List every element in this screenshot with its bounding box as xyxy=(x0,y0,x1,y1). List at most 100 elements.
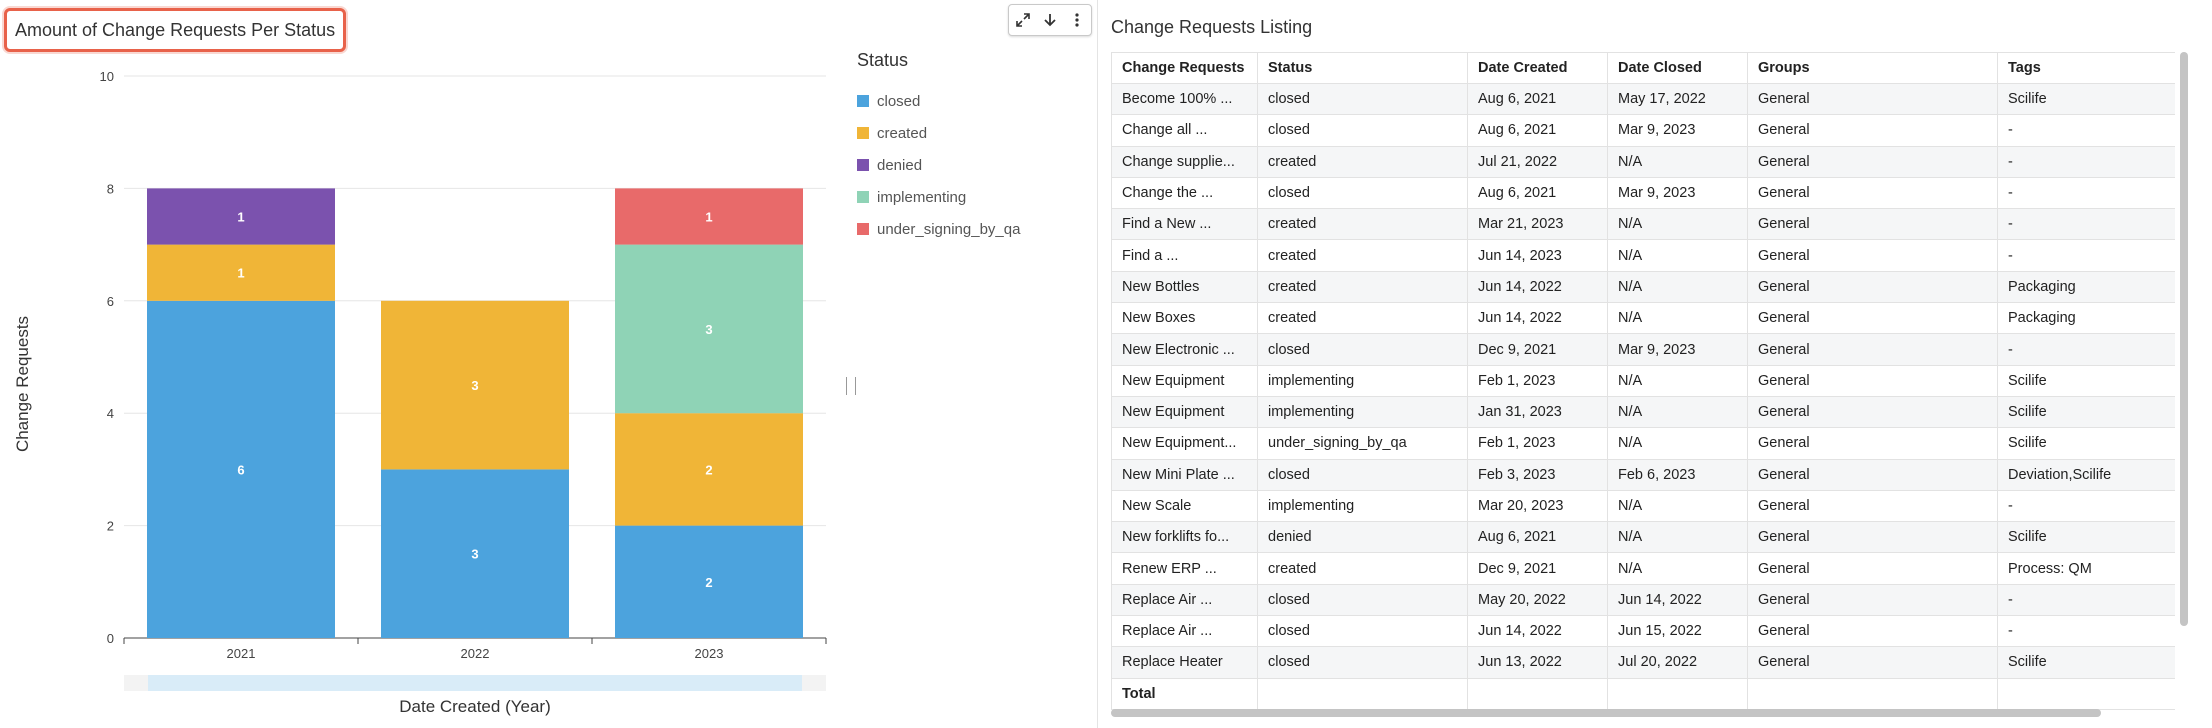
total-cell xyxy=(1747,677,1998,710)
chart-title[interactable]: Amount of Change Requests Per Status xyxy=(4,8,347,52)
table-cell: Mar 9, 2023 xyxy=(1607,176,1748,210)
table-cell: implementing xyxy=(1257,395,1468,429)
legend-label: under_signing_by_qa xyxy=(877,220,1021,238)
total-cell xyxy=(1997,677,2175,710)
table-cell: created xyxy=(1257,302,1468,335)
table-row[interactable]: New Scale implementing Mar 20, 2023 N/A Gene… xyxy=(1111,489,2175,523)
y-tick-label: 2 xyxy=(107,519,114,534)
table-row[interactable]: New Boxes created Jun 14, 2022 N/A General Pa… xyxy=(1111,302,2175,335)
table-row[interactable]: Replace Air ... closed May 20, 2022 Jun 14,… xyxy=(1111,583,2175,617)
data-label: 2 xyxy=(705,575,712,590)
table-row[interactable]: Change supplie... created Jul 21, 2022 N/A G… xyxy=(1111,145,2175,178)
table-cell: Renew ERP ... xyxy=(1111,552,1258,585)
horizontal-scrollbar[interactable] xyxy=(1111,709,2101,717)
table-cell: Deviation,Scilife xyxy=(1997,458,2175,491)
table-row[interactable]: New Electronic ... closed Dec 9, 2021 Mar 9… xyxy=(1111,333,2175,366)
x-tick-label: 2022 xyxy=(461,646,490,661)
visual-toolbar xyxy=(1008,4,1092,36)
table-row[interactable]: Change all ... closed Aug 6, 2021 Mar 9, 20… xyxy=(1111,114,2175,147)
bar-segment-closed xyxy=(147,300,335,638)
table-cell: Scilife xyxy=(1997,646,2175,679)
data-label: 6 xyxy=(237,462,244,477)
stacked-bar-chart: 0 2 4 6 8 10 6 1 1 2021 3 3 2022 2 2 3 1 2023 Date Created… xyxy=(13,69,827,716)
table-cell: New Equipment... xyxy=(1111,427,1258,460)
table-cell: N/A xyxy=(1607,145,1748,178)
table-cell: General xyxy=(1747,395,1998,429)
table-cell: Jul 20, 2022 xyxy=(1607,646,1748,679)
table-cell: May 17, 2022 xyxy=(1607,82,1748,116)
table-cell: N/A xyxy=(1607,364,1748,397)
table-cell: Mar 21, 2023 xyxy=(1467,208,1608,241)
more-options-icon[interactable] xyxy=(1065,8,1089,32)
resize-handle[interactable] xyxy=(846,377,856,395)
table-row[interactable]: Replace Air ... closed Jun 14, 2022 Jun 15,… xyxy=(1111,615,2175,648)
legend-item-implementing[interactable]: implementing xyxy=(857,181,1020,213)
legend-item-under-signing-by-qa[interactable]: under_signing_by_qa xyxy=(857,213,1020,245)
expand-icon[interactable] xyxy=(1011,8,1035,32)
table-cell: closed xyxy=(1257,82,1468,116)
column-header[interactable]: Tags xyxy=(1997,52,2175,84)
panel-divider xyxy=(1097,0,1098,728)
table-cell: General xyxy=(1747,615,1998,648)
table-cell: Feb 3, 2023 xyxy=(1467,458,1608,491)
table-row[interactable]: New forklifts fo... denied Aug 6, 2021 N/A G… xyxy=(1111,521,2175,554)
data-label: 1 xyxy=(705,210,712,225)
table-row[interactable]: Become 100% ... closed Aug 6, 2021 May 17, … xyxy=(1111,82,2175,116)
table-cell: Scilife xyxy=(1997,427,2175,460)
table-cell: Feb 1, 2023 xyxy=(1467,427,1608,460)
table-row[interactable]: Find a ... created Jun 14, 2023 N/A General - xyxy=(1111,239,2175,272)
table-cell: N/A xyxy=(1607,489,1748,523)
table-row[interactable]: Change the ... closed Aug 6, 2021 Mar 9, 20… xyxy=(1111,176,2175,210)
legend-item-closed[interactable]: closed xyxy=(857,85,1020,117)
table-cell: created xyxy=(1257,552,1468,585)
table-row[interactable]: New Equipment... under_signing_by_qa Feb 1… xyxy=(1111,427,2175,460)
data-label: 1 xyxy=(237,266,244,281)
table-cell: closed xyxy=(1257,646,1468,679)
table-cell: N/A xyxy=(1607,270,1748,304)
legend-label: closed xyxy=(877,92,921,110)
table-cell: N/A xyxy=(1607,208,1748,241)
table-cell: General xyxy=(1747,646,1998,679)
table-row[interactable]: Renew ERP ... created Dec 9, 2021 N/A Genera… xyxy=(1111,552,2175,585)
table-cell: Aug 6, 2021 xyxy=(1467,521,1608,554)
table-row[interactable]: Find a New ... created Mar 21, 2023 N/A Gene… xyxy=(1111,208,2175,241)
table-cell: created xyxy=(1257,270,1468,304)
x-tick-label: 2021 xyxy=(227,646,256,661)
bar-segment-closed xyxy=(615,525,803,638)
y-tick-label: 6 xyxy=(107,294,114,309)
table-cell: - xyxy=(1997,333,2175,366)
table-cell: Jun 14, 2022 xyxy=(1467,615,1608,648)
table-row[interactable]: New Equipment implementing Feb 1, 2023 N/A G… xyxy=(1111,364,2175,397)
chart-panel: 0 2 4 6 8 10 6 1 1 2021 3 3 2022 2 2 3 1 2023 Date Created… xyxy=(0,0,1096,728)
legend-item-denied[interactable]: denied xyxy=(857,149,1020,181)
table-row[interactable]: New Mini Plate ... closed Feb 3, 2023 Feb 6… xyxy=(1111,458,2175,491)
column-header[interactable]: Groups xyxy=(1747,52,1998,84)
table-cell: - xyxy=(1997,145,2175,178)
download-icon[interactable] xyxy=(1038,8,1062,32)
table-row[interactable]: Replace Heater closed Jun 13, 2022 Jul 20, … xyxy=(1111,646,2175,679)
table-row[interactable]: New Bottles created Jun 14, 2022 N/A General… xyxy=(1111,270,2175,304)
table-cell: Scilife xyxy=(1997,82,2175,116)
table-cell: Mar 20, 2023 xyxy=(1467,489,1608,523)
vertical-scrollbar[interactable] xyxy=(2180,52,2188,626)
table-cell: Find a ... xyxy=(1111,239,1258,272)
table-cell: Feb 1, 2023 xyxy=(1467,364,1608,397)
legend-item-created[interactable]: created xyxy=(857,117,1020,149)
table-cell: Jun 14, 2022 xyxy=(1467,270,1608,304)
table-cell: - xyxy=(1997,489,2175,523)
table-cell: General xyxy=(1747,145,1998,178)
column-header[interactable]: Date Created xyxy=(1467,52,1608,84)
table-cell: Jun 14, 2023 xyxy=(1467,239,1608,272)
table-cell: Dec 9, 2021 xyxy=(1467,552,1608,585)
table-row[interactable]: New Equipment implementing Jan 31, 2023 N/A… xyxy=(1111,395,2175,429)
legend-swatch xyxy=(857,223,869,235)
table-cell: under_signing_by_qa xyxy=(1257,427,1468,460)
column-header[interactable]: Change Requests xyxy=(1111,52,1258,84)
table-cell: Mar 9, 2023 xyxy=(1607,114,1748,147)
column-header[interactable]: Status xyxy=(1257,52,1468,84)
legend-swatch xyxy=(857,191,869,203)
table-cell: closed xyxy=(1257,176,1468,210)
data-label: 1 xyxy=(237,210,244,225)
chart-scroll-thumb[interactable] xyxy=(148,675,802,691)
column-header[interactable]: Date Closed xyxy=(1607,52,1748,84)
